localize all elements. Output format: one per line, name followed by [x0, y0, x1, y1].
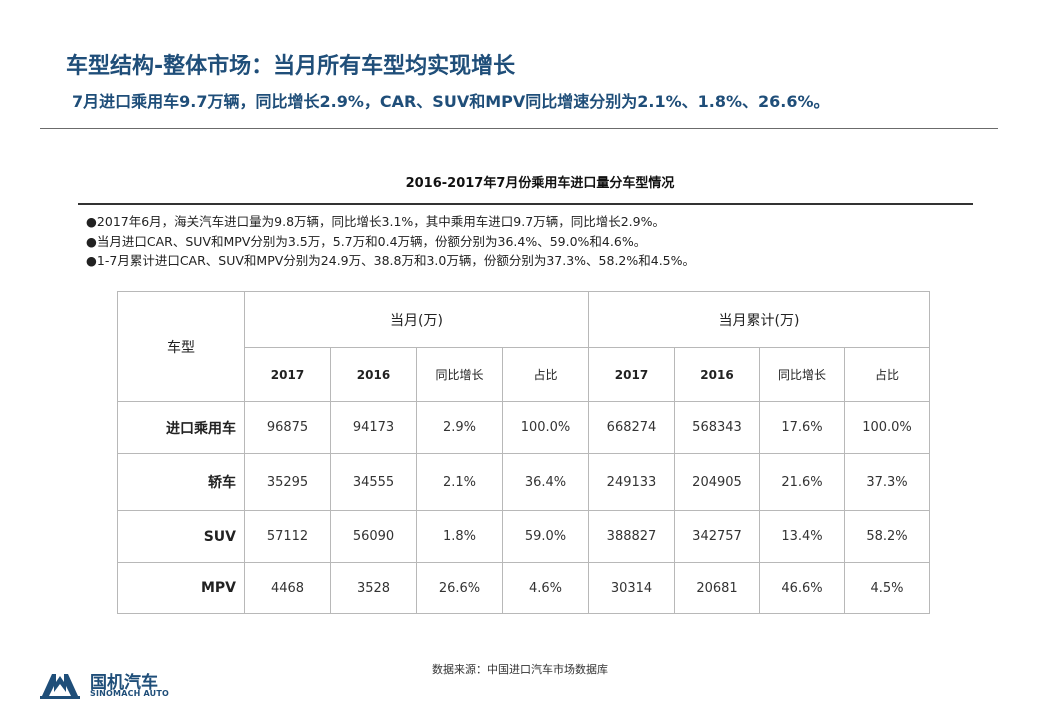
logo-text-cn: 国机汽车 [90, 673, 158, 693]
company-logo: 国机汽车 SINOMACH AUTO [38, 666, 188, 706]
bullet-list: ●2017年6月，海关汽车进口量为9.8万辆，同比增长3.1%，其中乘用车进口9… [86, 212, 695, 271]
table-cell: 59.0% [502, 510, 589, 563]
table-row: 进口乘用车 96875 94173 2.9% 100.0% 668274 568… [117, 401, 930, 454]
table-cell: 17.6% [759, 401, 845, 454]
table-caption: 2016-2017年7月份乘用车进口量分车型情况 [405, 176, 675, 191]
table-cell: 35295 [244, 453, 331, 511]
data-source-note: 数据来源：中国进口汽车市场数据库 [432, 663, 608, 676]
table-cell: 3528 [330, 562, 417, 614]
bullet-item: ●2017年6月，海关汽车进口量为9.8万辆，同比增长3.1%，其中乘用车进口9… [86, 214, 665, 229]
table-cell: 204905 [674, 453, 760, 511]
header-divider [40, 128, 998, 129]
table-cell: 57112 [244, 510, 331, 563]
model-column-header: 车型 [117, 291, 245, 402]
table-cell: 37.3% [844, 453, 930, 511]
table-cell: 13.4% [759, 510, 845, 563]
table-cell: 100.0% [844, 401, 930, 454]
column-header: 占比 [502, 347, 589, 402]
column-header: 占比 [844, 347, 930, 402]
table-cell: 100.0% [502, 401, 589, 454]
page-subtitle: 7月进口乘用车9.7万辆，同比增长2.9%，CAR、SUV和MPV同比增速分别为… [72, 92, 830, 111]
table-cell: 94173 [330, 401, 417, 454]
table-row: MPV 4468 3528 26.6% 4.6% 30314 20681 46.… [117, 562, 930, 614]
table-cell: 58.2% [844, 510, 930, 563]
table-cell: 568343 [674, 401, 760, 454]
table-cell: 1.8% [416, 510, 503, 563]
table-cell: 21.6% [759, 453, 845, 511]
table-cell: 2.9% [416, 401, 503, 454]
row-label: MPV [117, 562, 245, 614]
table-row: 轿车 35295 34555 2.1% 36.4% 249133 204905 … [117, 453, 930, 511]
caption-divider [78, 203, 973, 205]
page-title: 车型结构-整体市场：当月所有车型均实现增长 [66, 54, 516, 79]
column-header: 2017 [588, 347, 675, 402]
table-row: SUV 57112 56090 1.8% 59.0% 388827 342757… [117, 510, 930, 563]
table-cell: 26.6% [416, 562, 503, 614]
table-cell: 342757 [674, 510, 760, 563]
row-label: SUV [117, 510, 245, 563]
table-cell: 4.6% [502, 562, 589, 614]
bullet-item: ●1-7月累计进口CAR、SUV和MPV分别为24.9万、38.8万和3.0万辆… [86, 253, 696, 268]
row-label: 进口乘用车 [117, 401, 245, 454]
table-cell: 388827 [588, 510, 675, 563]
sinomach-logo-icon [40, 674, 80, 699]
table-cell: 20681 [674, 562, 760, 614]
table-cell: 4468 [244, 562, 331, 614]
table-cell: 56090 [330, 510, 417, 563]
table-cell: 668274 [588, 401, 675, 454]
column-header: 2017 [244, 347, 331, 402]
bullet-item: ●当月进口CAR、SUV和MPV分别为3.5万，5.7万和0.4万辆，份额分别为… [86, 233, 647, 249]
column-header: 2016 [330, 347, 417, 402]
table-cell: 46.6% [759, 562, 845, 614]
row-label: 轿车 [117, 453, 245, 511]
month-group-header: 当月(万) [244, 291, 589, 348]
import-volume-table: 车型 当月(万) 当月累计(万) 2017 2016 同比增长 占比 2017 … [117, 291, 930, 614]
column-header: 2016 [674, 347, 760, 402]
table-cell: 96875 [244, 401, 331, 454]
table-cell: 36.4% [502, 453, 589, 511]
table-cell: 249133 [588, 453, 675, 511]
column-header: 同比增长 [759, 347, 845, 402]
column-header: 同比增长 [416, 347, 503, 402]
cumulative-group-header: 当月累计(万) [588, 291, 930, 348]
table-cell: 4.5% [844, 562, 930, 614]
logo-text-en: SINOMACH AUTO [90, 689, 170, 698]
table-cell: 2.1% [416, 453, 503, 511]
table-cell: 30314 [588, 562, 675, 614]
table-cell: 34555 [330, 453, 417, 511]
